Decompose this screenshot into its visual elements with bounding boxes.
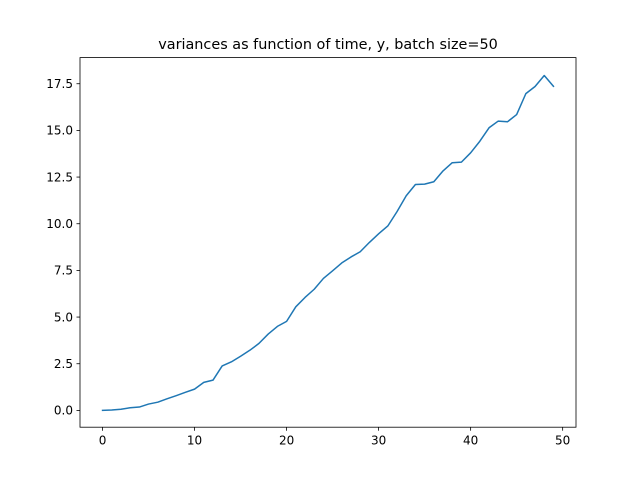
x-tick-label: 30 — [371, 434, 386, 448]
x-tick-label: 10 — [187, 434, 202, 448]
x-tick-label: 50 — [555, 434, 570, 448]
y-tick-label: 17.5 — [46, 77, 73, 91]
y-tick-label: 5.0 — [54, 310, 73, 324]
y-tick-label: 15.0 — [46, 124, 73, 138]
series-line — [101, 74, 555, 412]
x-tick-label: 40 — [463, 434, 478, 448]
y-tick-label: 10.0 — [46, 217, 73, 231]
plot-frame — [79, 57, 577, 428]
x-tick-label: 20 — [279, 434, 294, 448]
y-tick-label: 2.5 — [54, 357, 73, 371]
y-tick-label: 12.5 — [46, 170, 73, 184]
y-tick-label: 7.5 — [54, 264, 73, 278]
chart-title: variances as function of time, y, batch … — [158, 37, 498, 53]
y-tick-label: 0.0 — [54, 404, 73, 418]
x-tick-label: 0 — [99, 434, 107, 448]
